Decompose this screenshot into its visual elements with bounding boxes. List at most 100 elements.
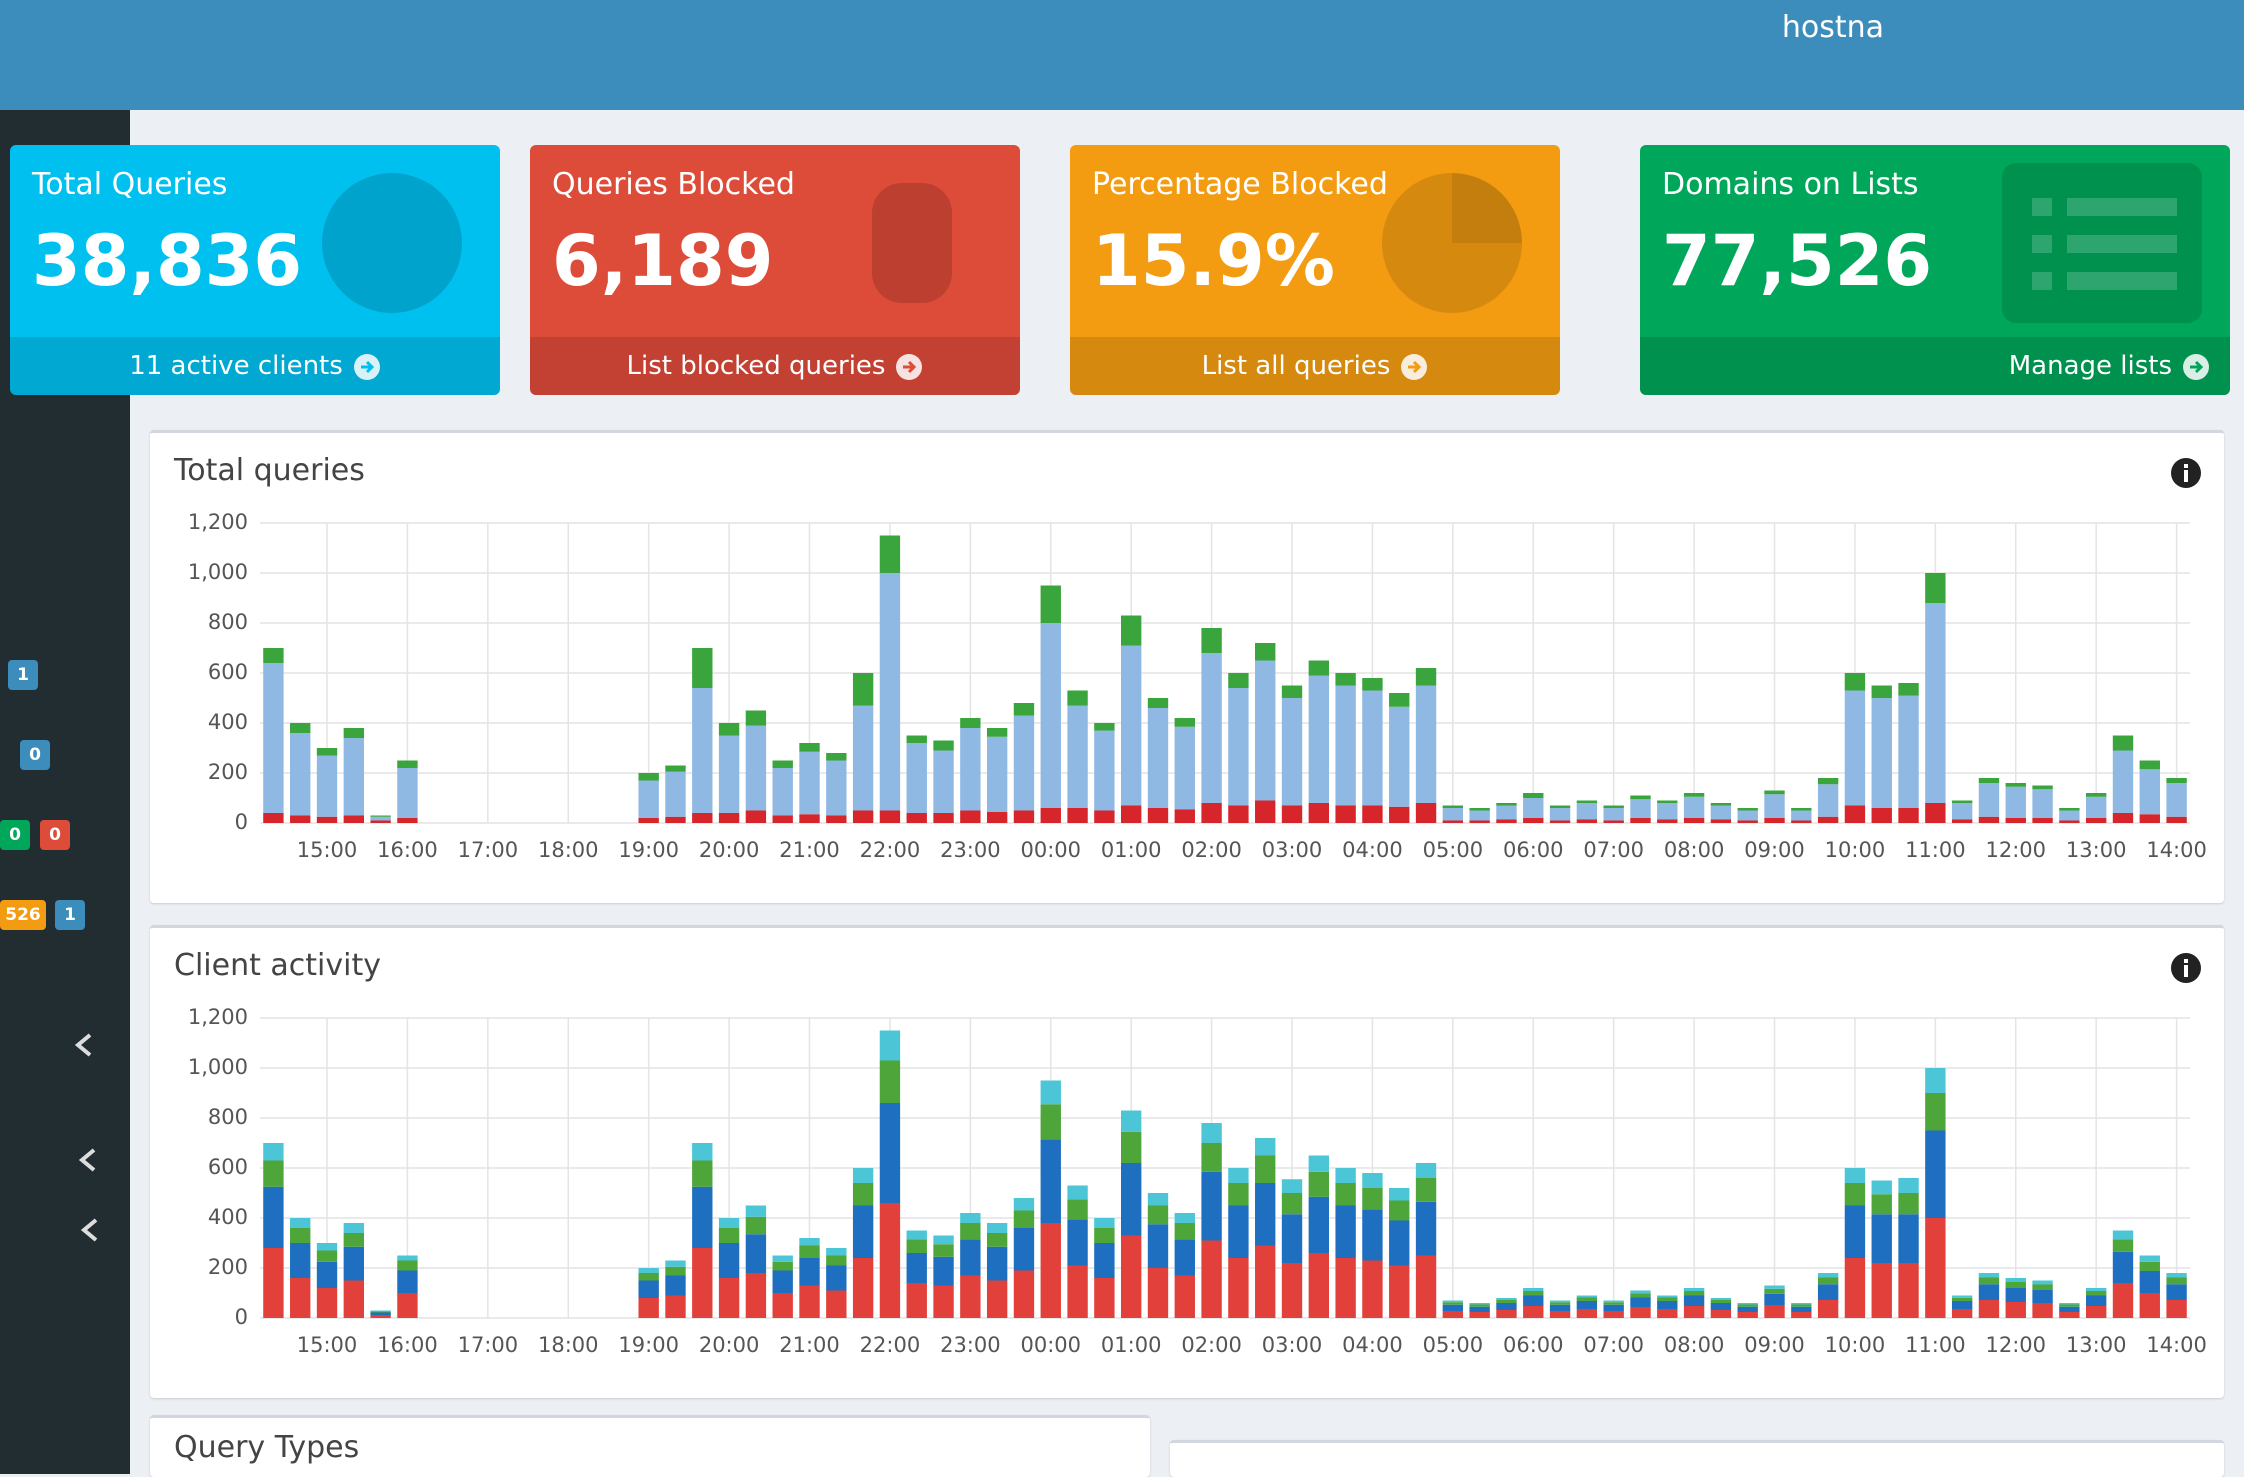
bar-segment <box>772 768 793 816</box>
bar-segment <box>692 1186 713 1248</box>
bar-segment <box>1737 808 1758 811</box>
bar-segment <box>986 1280 1008 1318</box>
x-tick-label: 13:00 <box>2066 838 2127 862</box>
bar-segment <box>1442 1302 1464 1305</box>
bar-segment <box>1281 685 1303 698</box>
bar-segment <box>1255 1183 1276 1246</box>
bar-segment <box>933 1285 954 1318</box>
x-tick-label: 00:00 <box>1020 1333 1081 1357</box>
bar-segment <box>1415 1201 1437 1256</box>
bar-segment <box>1576 1297 1598 1301</box>
stat-link[interactable]: 11 active clients <box>10 337 500 395</box>
bar-segment <box>343 1223 365 1233</box>
bar-segment <box>1174 809 1195 823</box>
bar-segment <box>1737 1304 1758 1307</box>
bar-segment <box>826 815 847 823</box>
bar-segment <box>772 1293 793 1318</box>
bar-segment <box>1791 810 1812 821</box>
chevron[interactable] <box>80 1218 98 1242</box>
x-tick-label: 09:00 <box>1744 838 1805 862</box>
bar-segment <box>986 811 1008 823</box>
x-tick-label: 14:00 <box>2146 1333 2207 1357</box>
x-tick-label: 23:00 <box>940 1333 1001 1357</box>
bar-segment <box>692 813 713 823</box>
y-tick-label: 400 <box>208 1205 248 1229</box>
panel-title: Query Types <box>174 1430 360 1465</box>
bar-segment <box>665 1295 686 1318</box>
bar-segment <box>2059 1303 2080 1305</box>
bar-segment <box>1925 1068 1946 1093</box>
chevron[interactable] <box>74 1033 92 1057</box>
bar-segment <box>1549 1302 1571 1305</box>
bar-segment <box>1951 803 1973 820</box>
bar-segment <box>799 1285 820 1318</box>
hostname[interactable]: hostna <box>1781 10 1884 45</box>
bar-segment <box>316 1288 338 1318</box>
bar-segment <box>1308 1171 1330 1197</box>
stat-link[interactable]: List all queries <box>1070 337 1560 395</box>
bar-segment <box>2166 783 2187 817</box>
stat-link-text[interactable]: List all queries <box>1201 351 1391 381</box>
bar-segment <box>316 748 338 756</box>
bar-segment <box>2112 1230 2134 1240</box>
y-tick-label: 600 <box>208 660 248 684</box>
x-tick-label: 15:00 <box>297 1333 358 1357</box>
bar-segment <box>2059 1312 2080 1318</box>
bar-segment <box>1951 800 1973 803</box>
bar-segment <box>1469 1304 1490 1307</box>
bar-segment <box>826 1290 847 1318</box>
bar-segment <box>1871 698 1892 808</box>
bar-segment <box>1255 643 1276 661</box>
y-tick-label: 0 <box>235 810 248 834</box>
bar-segment <box>2005 1302 2026 1318</box>
stat-value: 6,189 <box>552 220 774 302</box>
info-icon[interactable] <box>2170 952 2202 984</box>
stat-link-text[interactable]: 11 active clients <box>129 351 343 381</box>
bar-segment <box>1174 1223 1195 1240</box>
bar-segment <box>2139 769 2160 815</box>
chevron[interactable] <box>78 1148 96 1172</box>
bar-segment <box>1523 798 1544 818</box>
bar-segment <box>1657 800 1678 803</box>
bar-segment <box>1737 820 1758 823</box>
info-icon[interactable] <box>2170 457 2202 489</box>
bar-segment <box>1844 805 1866 823</box>
x-tick-label: 08:00 <box>1664 1333 1725 1357</box>
bar-segment <box>1496 819 1517 823</box>
bar-segment <box>692 1248 713 1318</box>
bar-segment <box>1817 1284 1839 1300</box>
bar-segment <box>1362 678 1383 691</box>
bar-segment <box>1469 810 1490 821</box>
stat-link-text[interactable]: List blocked queries <box>626 351 886 381</box>
bar-segment <box>933 813 954 823</box>
bar-segment <box>370 815 391 817</box>
bar-segment <box>745 1216 767 1235</box>
bar-segment <box>1549 1300 1571 1303</box>
bar-segment <box>2032 1290 2053 1303</box>
chart-panel: Client activity 0 200 400 600 800 1,000 1,200 1… <box>150 925 2224 1398</box>
bar-segment <box>852 1183 874 1206</box>
query-types-panel: Query Types <box>150 1415 1150 1477</box>
stat-link-text[interactable]: Manage lists <box>2008 351 2172 381</box>
bar-segment <box>1710 803 1732 806</box>
bar-segment <box>745 725 767 811</box>
stat-link[interactable]: Manage lists <box>1640 337 2230 395</box>
bar-segment <box>2166 1300 2187 1318</box>
bar-segment <box>1603 820 1624 823</box>
bar-segment <box>960 1275 981 1318</box>
bar-segment <box>1764 790 1785 795</box>
bar-segment <box>1389 806 1410 823</box>
bar-segment <box>397 1260 418 1271</box>
bar-segment <box>1898 695 1919 808</box>
bar-segment <box>1817 816 1839 823</box>
stat-link[interactable]: List blocked queries <box>530 337 1020 395</box>
bar-segment <box>1791 1303 1812 1305</box>
bar-segment <box>1013 1228 1035 1271</box>
bar-segment <box>316 816 338 823</box>
bar-segment <box>397 1255 418 1261</box>
bar-segment <box>1281 805 1303 823</box>
bar-segment <box>1308 1155 1330 1172</box>
bar-segment <box>960 810 981 823</box>
x-tick-label: 17:00 <box>458 1333 519 1357</box>
bar-segment <box>1683 818 1705 823</box>
